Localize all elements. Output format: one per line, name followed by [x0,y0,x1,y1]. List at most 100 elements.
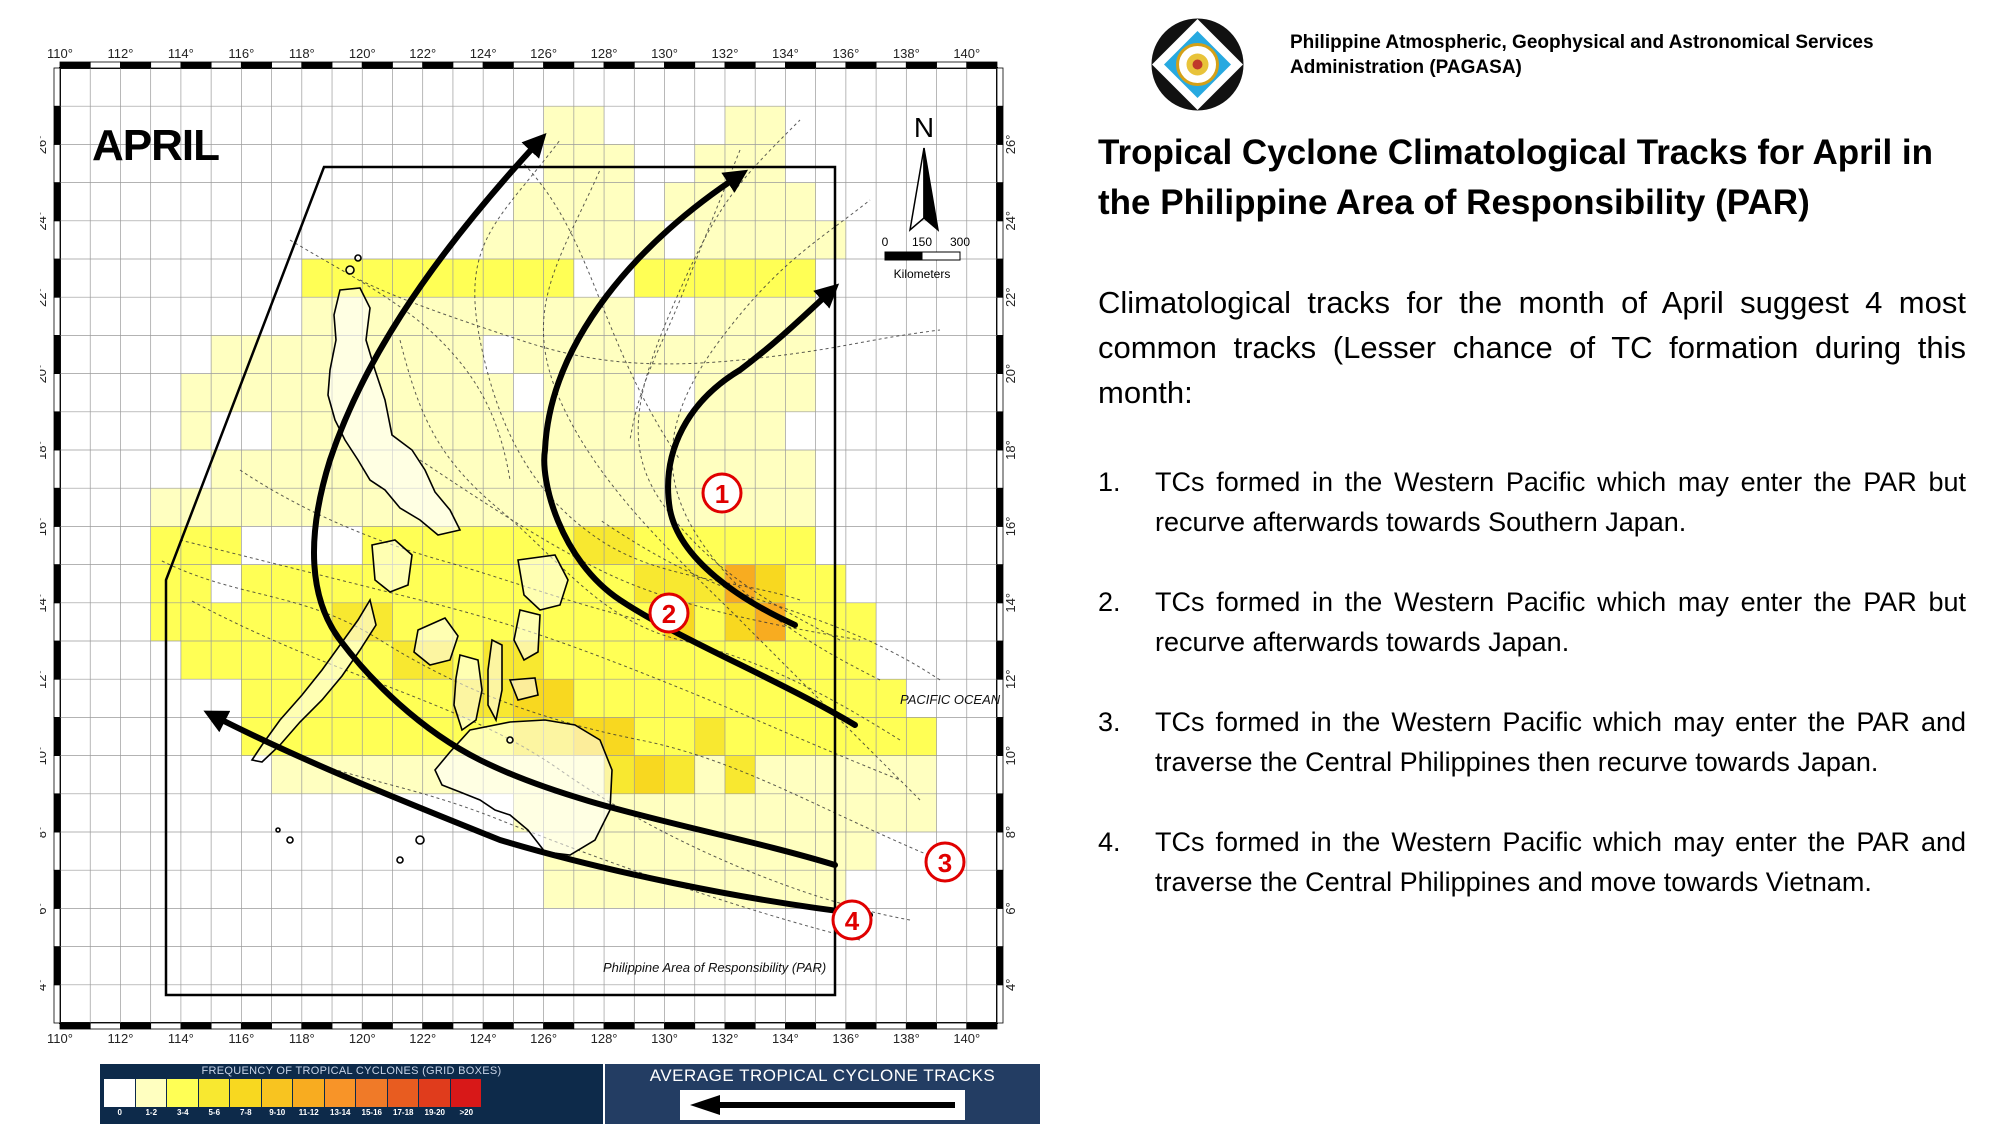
list-item: 2. TCs formed in the Western Pacific whi… [1098,582,1966,662]
frequency-cell [241,373,272,412]
frequency-cell [211,335,242,374]
frequency-cell [724,182,756,221]
frequency-cell [785,488,816,527]
longitude-label: 110° [47,46,73,61]
frequency-cell [755,526,786,565]
frequency-cell [422,335,453,374]
latitude-label: 14° [1003,593,1018,613]
frequency-cell [785,717,816,756]
frequency-cell [332,717,363,756]
frequency-cell [301,297,333,336]
frequency-cell [271,373,302,412]
frequency-cell [513,182,544,221]
latitude-label: 22° [40,287,49,307]
frequency-cell [452,335,484,374]
longitude-label: 130° [651,46,678,61]
list-item-number: 3. [1098,707,1121,737]
frequency-cell [422,297,453,336]
frequency-cell [332,564,363,603]
longitude-label: 132° [712,1031,739,1046]
legend-range-label: 19-20 [424,1108,445,1117]
frequency-cell [452,259,484,298]
svg-text:1: 1 [715,479,729,509]
frequency-cell [513,297,544,336]
svg-text:0: 0 [882,235,889,249]
latitude-label: 16° [40,517,49,537]
frequency-cell [604,411,635,450]
frequency-cell [664,832,695,871]
frequency-ranges: 0 1-2 3-4 5-6 7-8 9-10 11-12 13-14 15-16 17-18 19-… [104,1108,482,1117]
frequency-cell [634,526,665,565]
frequency-cell [755,717,786,756]
frequency-cell [422,373,453,412]
svg-text:300: 300 [950,235,970,249]
longitude-label: 138° [893,1031,920,1046]
svg-text:3: 3 [938,848,952,878]
frequency-cell [604,832,635,871]
longitude-label: 114° [168,1031,194,1046]
latitude-label: 10° [1003,746,1018,766]
legend-swatch [104,1079,136,1107]
frequency-cell [452,411,484,450]
frequency-cell [785,755,816,794]
frequency-cell [634,335,665,374]
frequency-cell [241,564,272,603]
frequency-cell [332,679,363,718]
frequency-cell [755,564,786,603]
longitude-label: 140° [953,46,980,61]
list-item-text: TCs formed in the Western Pacific which … [1155,587,1966,657]
frequency-cell [664,182,695,221]
frequency-cell [573,641,605,680]
frequency-cell [845,641,877,680]
frequency-cell [452,526,484,565]
longitude-label: 120° [349,46,376,61]
frequency-cell [422,679,453,718]
latitude-label: 6° [40,902,49,914]
list-item: 4. TCs formed in the Western Pacific whi… [1098,822,1966,902]
frequency-cell [604,488,635,527]
latitude-label: 26° [1003,135,1018,155]
legend-range-label: 13-14 [330,1108,351,1117]
frequency-cell [694,717,725,756]
frequency-cell [483,488,514,527]
frequency-cell [876,755,907,794]
frequency-cell [573,602,605,641]
frequency-cell [483,602,514,641]
frequency-cell [543,679,574,718]
frequency-cell [724,220,756,259]
frequency-cell [483,564,514,603]
frequency-cell [180,641,212,680]
frequency-cell [543,144,574,183]
frequency-cell [180,602,212,641]
legend-range-label: 1-2 [145,1108,158,1117]
frequency-cell [755,259,786,298]
frequency-cell [876,679,907,718]
latitude-label: 24° [1003,211,1018,231]
frequency-cell [573,450,605,489]
frequency-cell [694,755,725,794]
frequency-cell [513,259,544,298]
frequency-cell [664,755,695,794]
frequency-cell [241,450,272,489]
frequency-cell [634,679,665,718]
frequency-cell [543,106,574,145]
legend-swatch [356,1079,388,1107]
longitude-label: 126° [530,46,557,61]
frequency-cell [724,602,756,641]
frequency-cell [694,411,725,450]
frequency-cell [150,526,181,565]
legend-swatch [419,1079,451,1107]
frequency-cell [724,297,756,336]
legend-range-label: 15-16 [361,1108,382,1117]
intro-paragraph: Climatological tracks for the month of A… [1098,285,1966,410]
frequency-cell [543,870,574,909]
frequency-cell [180,564,212,603]
frequency-cell [755,220,786,259]
frequency-cell [271,488,302,527]
frequency-cell [634,488,665,527]
frequency-cell [845,755,877,794]
frequency-cell [815,717,846,756]
latitude-label: 12° [1003,669,1018,689]
list-item-text: TCs formed in the Western Pacific which … [1155,467,1966,537]
frequency-cell [483,373,514,412]
